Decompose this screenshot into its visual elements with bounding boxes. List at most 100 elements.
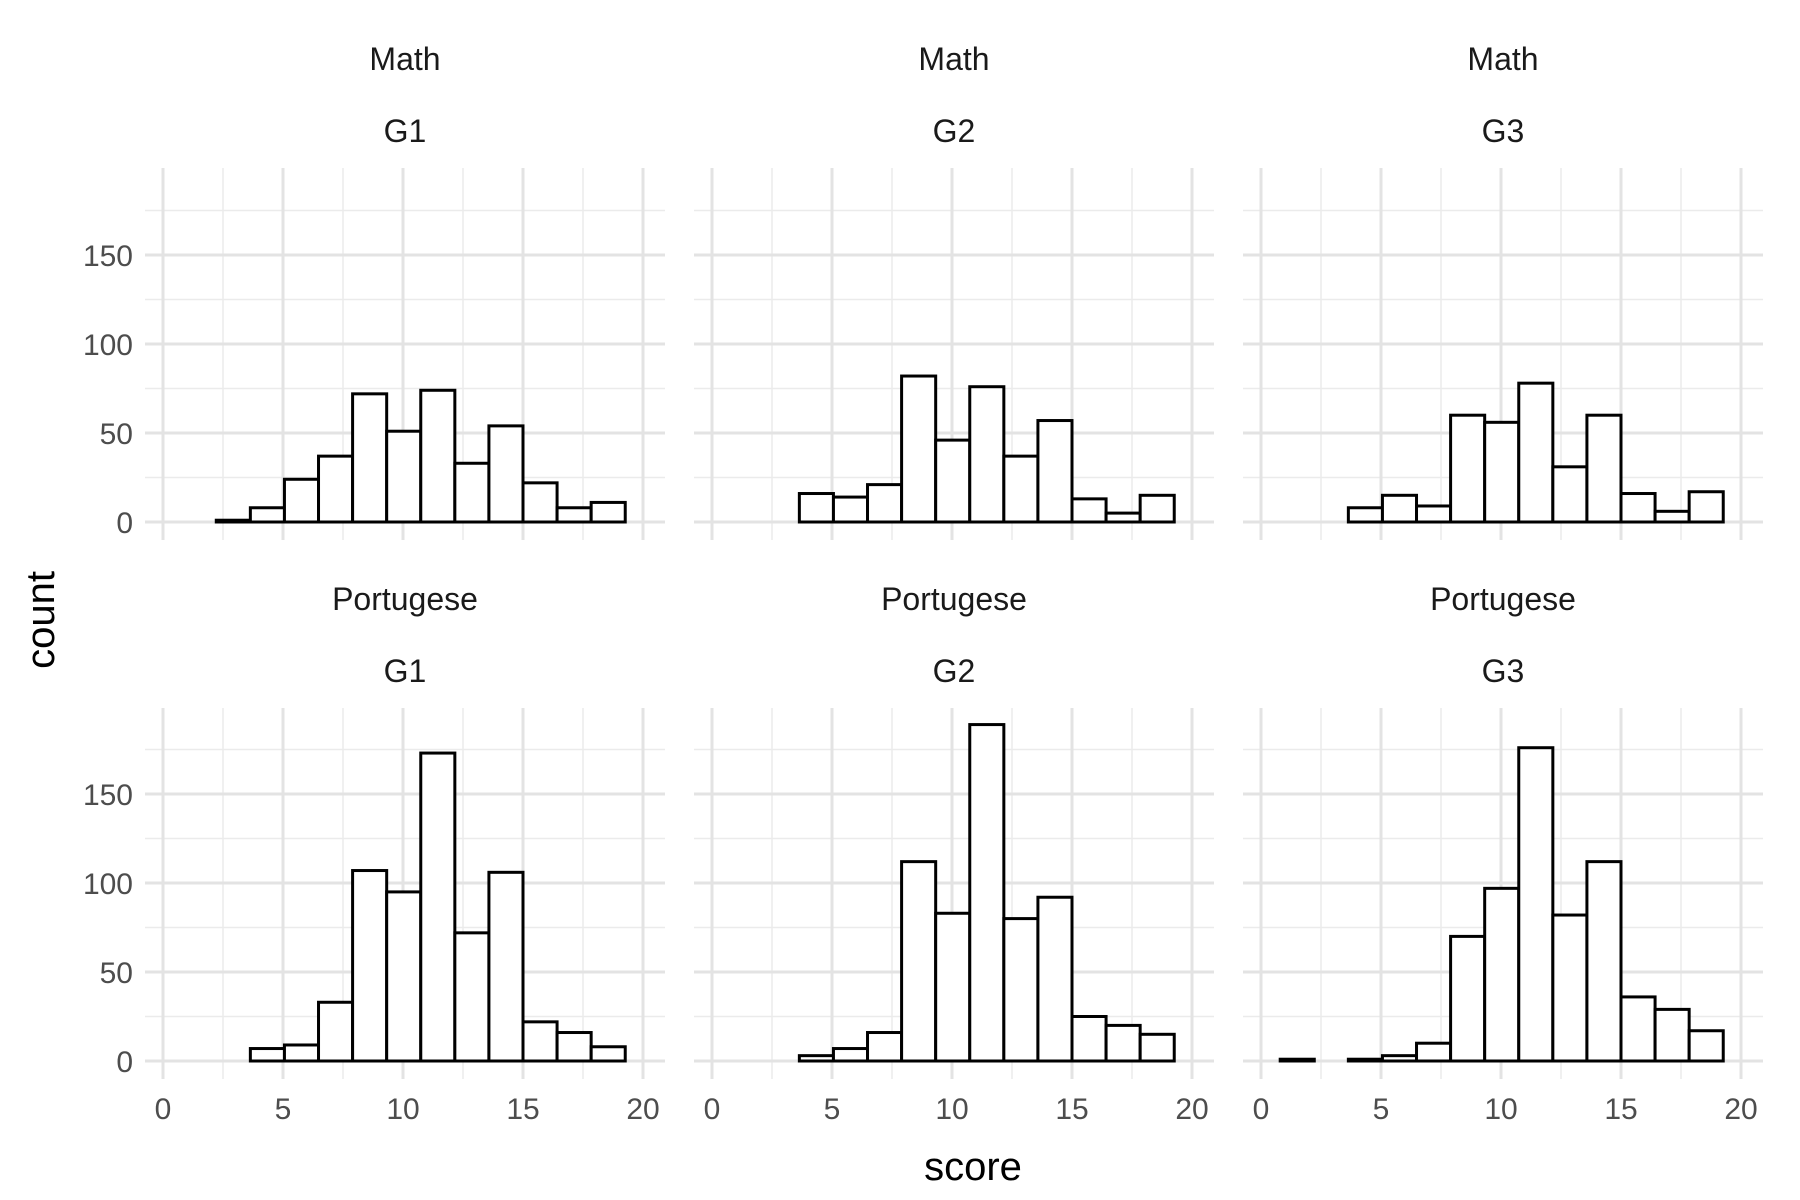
histogram-bar — [555, 506, 593, 524]
histogram-bar — [1138, 493, 1176, 524]
facet-panel: Math G3 — [1243, 41, 1763, 540]
histogram-bar — [968, 723, 1006, 1063]
x-axis-title: score — [924, 1145, 1022, 1189]
histogram-bar — [1380, 1054, 1419, 1063]
histogram-bar — [1002, 454, 1040, 524]
histogram-bar — [1619, 492, 1657, 524]
y-tick-label: 0 — [116, 1046, 133, 1079]
histogram-bar — [589, 500, 627, 524]
facet-panel: Math G1 0 50 100 150 — [83, 41, 665, 540]
histogram-bar — [453, 931, 491, 1063]
x-tick-label: 10 — [386, 1093, 419, 1126]
facet-strip-label: Portugese — [1430, 581, 1576, 617]
y-tick-label: 150 — [83, 779, 133, 812]
facet-panel: Portugese G1 0 50 100 150 0 5 10 15 20 — [83, 581, 665, 1126]
histogram-bar — [282, 477, 321, 524]
histogram-bar — [797, 492, 835, 524]
histogram-bar — [866, 1031, 904, 1063]
y-tick-label: 100 — [83, 868, 133, 901]
histogram-bar — [317, 1000, 355, 1063]
x-tick-label: 15 — [506, 1093, 539, 1126]
histogram-bar — [831, 1047, 870, 1063]
facet-strip-label: G2 — [933, 653, 976, 689]
histogram-bar — [1517, 381, 1555, 524]
x-tick-label: 15 — [1055, 1093, 1088, 1126]
histogram-bar — [831, 495, 870, 524]
histogram-bar — [351, 869, 389, 1063]
histogram-bar — [900, 860, 938, 1063]
histogram-bar — [248, 1047, 286, 1063]
histogram-bar — [1551, 465, 1589, 524]
histogram-bar — [1380, 493, 1419, 524]
histogram-bar — [1449, 413, 1487, 524]
histogram-bar — [1036, 419, 1074, 524]
histogram-bar — [968, 385, 1006, 524]
histogram-bar — [1449, 934, 1487, 1063]
facet-panel: Math G2 — [694, 41, 1214, 540]
histogram-bar — [1104, 511, 1142, 524]
y-tick-label: 150 — [83, 240, 133, 273]
y-tick-label: 50 — [100, 418, 133, 451]
histogram-bar — [1585, 413, 1623, 524]
histogram-bar — [1346, 1057, 1384, 1063]
histogram-bar — [1415, 1041, 1453, 1063]
facet-strip-label: G1 — [384, 653, 427, 689]
facet-strip-label: Math — [1467, 41, 1538, 77]
histogram-bar — [1002, 917, 1040, 1063]
y-axis-title: count — [19, 571, 63, 669]
histogram-bar — [385, 890, 423, 1063]
histogram-bar — [797, 1054, 835, 1063]
facet-strip-label: G3 — [1482, 113, 1525, 149]
y-tick-label: 50 — [100, 957, 133, 990]
histogram-bar — [1551, 913, 1589, 1063]
x-tick-label: 0 — [155, 1093, 172, 1126]
histogram-bar — [1346, 506, 1384, 524]
histogram-bar — [248, 506, 286, 524]
histogram-bar — [1687, 490, 1725, 524]
y-tick-label: 0 — [116, 507, 133, 540]
x-tick-label: 5 — [1373, 1093, 1390, 1126]
histogram-bar — [487, 870, 525, 1063]
facet-strip-label: Math — [918, 41, 989, 77]
histogram-bar — [385, 429, 423, 524]
facet-panel: Portugese G2 0 5 10 15 20 — [694, 581, 1214, 1126]
histogram-bar — [589, 1045, 627, 1063]
x-tick-label: 15 — [1604, 1093, 1637, 1126]
x-tick-label: 5 — [275, 1093, 292, 1126]
histogram-bar — [934, 911, 972, 1063]
histogram-bar — [1070, 497, 1108, 524]
x-tick-label: 5 — [824, 1093, 841, 1126]
facet-strip-label: Portugese — [881, 581, 1027, 617]
x-tick-label: 0 — [1253, 1093, 1270, 1126]
histogram-bar — [214, 518, 252, 524]
panels-layer: MathG1050100150MathG2MathG3PortugeseG105… — [83, 41, 1763, 1126]
histogram-bar — [1070, 1015, 1108, 1063]
facet-strip-label: Math — [369, 41, 440, 77]
histogram-bar — [934, 438, 972, 524]
facet-strip-label: Portugese — [332, 581, 478, 617]
histogram-bar — [1483, 886, 1521, 1063]
histogram-bar — [1687, 1029, 1725, 1063]
x-tick-label: 20 — [1724, 1093, 1757, 1126]
x-tick-label: 20 — [626, 1093, 659, 1126]
histogram-bar — [1653, 1007, 1691, 1063]
histogram-bar — [1585, 860, 1623, 1063]
histogram-bar — [900, 374, 938, 524]
histogram-bar — [419, 388, 457, 524]
facet-panel: Portugese G3 0 5 10 15 20 — [1243, 581, 1763, 1126]
histogram-bar — [1415, 504, 1453, 524]
histogram-bar — [1517, 746, 1555, 1063]
histogram-bar — [1619, 995, 1657, 1063]
facet-strip-label: G2 — [933, 113, 976, 149]
histogram-bar — [1138, 1032, 1176, 1063]
histogram-bar — [866, 483, 904, 524]
histogram-bar — [351, 392, 389, 524]
histogram-bar — [453, 461, 491, 524]
x-tick-label: 0 — [704, 1093, 721, 1126]
y-tick-label: 100 — [83, 329, 133, 362]
x-tick-label: 10 — [935, 1093, 968, 1126]
histogram-bar — [419, 751, 457, 1063]
histogram-bar — [317, 454, 355, 524]
x-tick-label: 20 — [1175, 1093, 1208, 1126]
